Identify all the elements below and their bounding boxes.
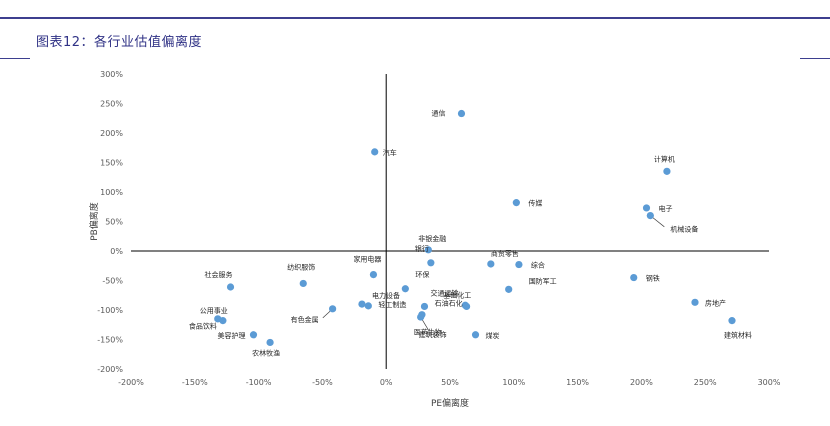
data-point-label: 建筑装饰 [419, 330, 447, 339]
x-tick-label: -100% [246, 378, 272, 387]
x-tick-label: 250% [694, 378, 717, 387]
data-point [226, 283, 235, 291]
x-tick-label: 300% [758, 378, 781, 387]
data-point-label: 汽车 [383, 148, 397, 157]
x-axis-title: PE偏离度 [431, 397, 469, 409]
data-point-label: 医药生物 [414, 328, 442, 337]
data-point [266, 338, 274, 347]
y-axis-title: PB偏离度 [88, 202, 100, 241]
data-point-label: 银行 [415, 244, 429, 253]
data-point-label: 纺织服饰 [287, 262, 315, 271]
x-tick-label: 100% [502, 378, 525, 387]
data-point-label: 社会服务 [205, 270, 233, 279]
data-point-label: 综合 [531, 261, 545, 270]
y-tick-label: 50% [105, 218, 123, 227]
x-tick-label: -50% [312, 378, 333, 387]
data-point-label: 食品饮料 [189, 322, 217, 331]
data-point [371, 148, 379, 156]
data-point [457, 109, 466, 118]
data-point-label: 传媒 [528, 199, 542, 208]
y-tick-label: 300% [100, 70, 123, 79]
data-point-label: 电子 [659, 204, 673, 213]
data-point [462, 302, 471, 311]
data-point [249, 331, 258, 339]
y-tick-label: 150% [100, 159, 123, 168]
data-point-label: 轻工制造 [378, 300, 406, 309]
data-point-label: 建筑材料 [724, 331, 752, 340]
y-tick-label: 250% [100, 100, 123, 109]
data-point [691, 298, 699, 306]
data-point-label: 美容护理 [217, 331, 245, 340]
data-point-label: 国防军工 [529, 276, 557, 285]
y-tick-label: -50% [102, 277, 123, 286]
data-point [663, 167, 671, 175]
data-point [299, 279, 307, 288]
data-point-label: 环保 [415, 270, 429, 279]
data-point-label: 房地产 [705, 298, 726, 307]
data-point-label: 基础化工 [443, 290, 471, 299]
data-point-label: 公用事业 [200, 306, 228, 315]
data-point [515, 260, 523, 269]
data-point [646, 212, 654, 220]
data-point-label: 有色金属 [291, 315, 319, 324]
data-point-label: 计算机 [654, 154, 675, 163]
header-rule [0, 17, 830, 19]
data-point [420, 302, 429, 311]
data-point [364, 302, 372, 310]
data-point [728, 317, 736, 325]
x-tick-label: 0% [380, 378, 393, 387]
y-tick-label: -150% [97, 336, 123, 345]
figure-title: 图表12：各行业估值偏离度 [36, 35, 203, 50]
data-point-label: 石油石化 [435, 298, 463, 307]
data-point [642, 204, 651, 212]
x-tick-label: 200% [630, 378, 653, 387]
data-point-label: 钢铁 [646, 274, 660, 283]
data-point [487, 260, 495, 268]
x-tick-label: 50% [441, 378, 459, 387]
x-tick-label: 150% [566, 378, 589, 387]
x-tick-label: -200% [118, 378, 144, 387]
data-point [471, 331, 480, 339]
data-point-label: 商贸零售 [491, 249, 519, 258]
title-underline-right [800, 58, 830, 59]
data-point [424, 246, 432, 254]
data-point [358, 300, 366, 308]
data-point-label: 机械设备 [670, 225, 698, 234]
data-point-label: 煤炭 [486, 331, 500, 340]
x-tick-label: -150% [182, 378, 208, 387]
data-point-label: 农林牧渔 [252, 348, 280, 357]
title-underline-left [0, 58, 30, 59]
data-point [512, 199, 520, 207]
data-point [417, 313, 425, 321]
data-point-label: 交通运输 [430, 288, 458, 297]
data-point [219, 317, 227, 325]
data-point-label: 非银金融 [418, 234, 446, 243]
y-tick-label: 100% [100, 188, 123, 197]
data-point [505, 285, 513, 293]
data-point-label: 家用电器 [353, 255, 381, 264]
data-point-label: 通信 [431, 109, 445, 118]
y-tick-label: 0% [110, 247, 123, 256]
data-point [630, 273, 638, 282]
y-tick-label: 200% [100, 129, 123, 138]
data-point [329, 305, 337, 313]
y-tick-label: -200% [97, 365, 123, 374]
data-point [401, 285, 409, 293]
data-point [427, 259, 435, 267]
y-tick-label: -100% [97, 306, 123, 315]
data-point-label: 电力设备 [372, 291, 400, 300]
data-point [369, 271, 378, 279]
